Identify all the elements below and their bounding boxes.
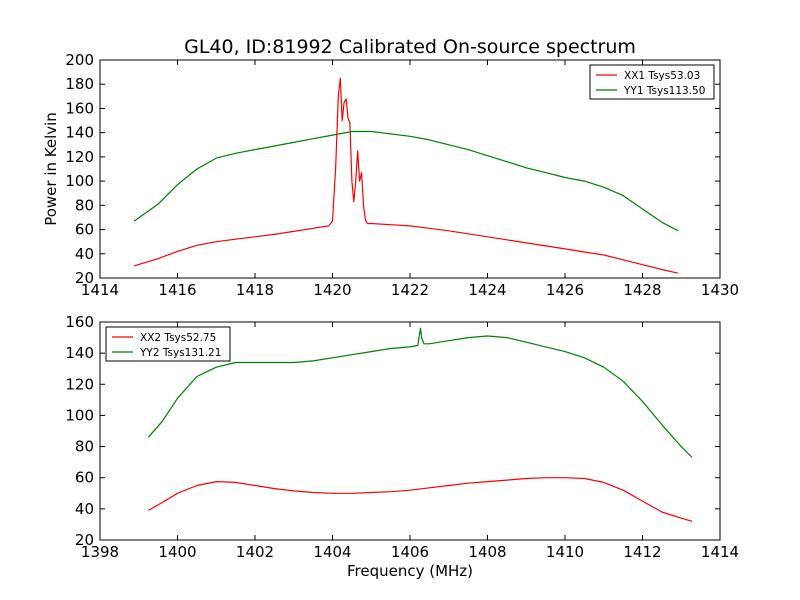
bottom-y-tick-label: 120 [65,375,94,393]
top-legend-box [589,64,715,100]
top-x-tick-label: 1416 [158,281,196,299]
top-x-tick-label: 1424 [468,281,506,299]
top-y-tick-label: 60 [75,221,94,239]
bottom-y-tick-label: 20 [75,531,94,549]
bottom-x-tick-label: 1412 [623,543,661,561]
x-axis-label: Frequency (MHz) [347,562,473,580]
bottom-y-tick-label: 80 [75,438,94,456]
bottom-ticks-layer: 1398 1400 1402 1404 1406 1408 1410 1412 1414 20 40… [65,313,739,561]
top-legend-label: YY1 Tsys113.50 [623,85,705,97]
top-legend-label: XX1 Tsys53.03 [624,70,700,82]
y-axis-label: Power in Kelvin [42,112,60,226]
bottom-legend-box [105,326,231,362]
top-x-tick-label: 1430 [701,281,739,299]
top-x-tick-label: 1422 [391,281,429,299]
bottom-x-tick-label: 1414 [701,543,739,561]
top-series-line-1 [133,77,679,274]
top-x-tick-label: 1428 [623,281,661,299]
top-series-layer [133,77,679,274]
top-ticks-layer: 1414 1416 1418 1420 1422 1424 1426 1428 1430 20 40… [65,51,739,299]
bottom-y-tick-label: 40 [75,500,94,518]
top-y-tick-label: 180 [65,75,94,93]
top-y-tick-label: 200 [65,51,94,69]
bottom-y-tick-label: 100 [65,406,94,424]
bottom-x-tick-label: 1410 [546,543,584,561]
chart-title: GL40, ID:81992 Calibrated On-source spec… [184,36,636,58]
top-y-tick-label: 80 [75,196,94,214]
top-y-tick-label: 160 [65,99,94,117]
top-x-tick-label: 1414 [81,281,119,299]
bottom-y-tick-label: 160 [65,313,94,331]
top-y-tick-label: 140 [65,124,94,142]
bottom-y-tick-label: 140 [65,344,94,362]
bottom-legend-label: XX2 Tsys52.75 [140,332,216,344]
top-x-tick-label: 1418 [236,281,274,299]
bottom-x-tick-label: 1404 [313,543,351,561]
bottom-x-tick-label: 1400 [158,543,196,561]
top-series-line-2 [133,130,679,232]
top-y-tick-label: 120 [65,148,94,166]
bottom-legend-label: YY2 Tsys131.21 [139,347,221,359]
top-x-tick-label: 1426 [546,281,584,299]
bottom-x-tick-label: 1398 [81,543,119,561]
top-y-tick-label: 40 [75,245,94,263]
top-y-tick-label: 100 [65,172,94,190]
bottom-series-layer [147,327,693,522]
top-x-tick-label: 1420 [313,281,351,299]
bottom-series-line-1 [148,477,693,522]
bottom-series-line-2 [147,327,693,458]
bottom-x-tick-label: 1402 [236,543,274,561]
bottom-panel: Frequency (MHz) 1398 1400 1402 1404 1406 1408… [65,313,739,580]
top-panel: GL40, ID:81992 Calibrated On-source spec… [42,36,739,299]
bottom-x-tick-label: 1406 [391,543,429,561]
bottom-legend: XX2 Tsys52.75 YY2 Tsys131.21 [105,326,231,362]
top-y-tick-label: 20 [75,269,94,287]
bottom-x-tick-label: 1408 [468,543,506,561]
top-legend: XX1 Tsys53.03 YY1 Tsys113.50 [589,64,715,100]
bottom-y-tick-label: 60 [75,469,94,487]
